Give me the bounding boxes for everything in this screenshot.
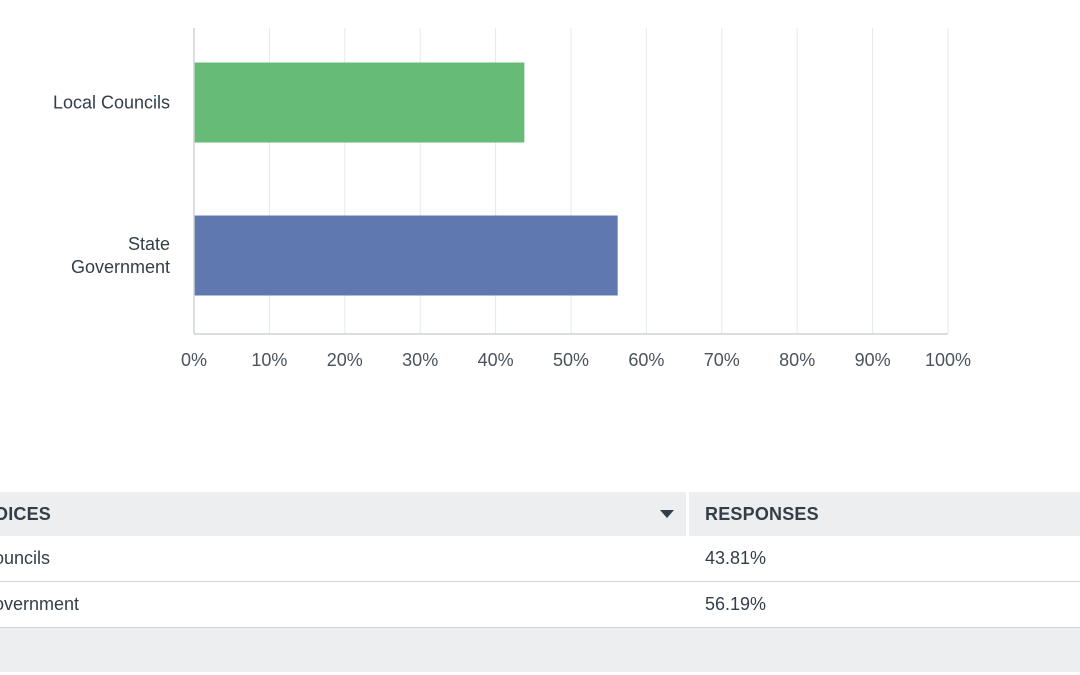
column-divider <box>686 492 689 536</box>
choice-cell: ouncils <box>0 548 51 568</box>
table-row: ouncils 43.81% <box>0 536 1080 582</box>
x-tick-label: 40% <box>478 350 514 370</box>
table-header-row: OICES RESPONSES <box>0 492 1080 536</box>
bar-chart: 0% 10% 20% 30% 40% 50% 60% 70% 80% 90% 100% Local … <box>53 28 971 370</box>
x-tick-label: 0% <box>181 350 207 370</box>
category-label: Government <box>71 257 170 277</box>
category-label: State <box>128 234 170 254</box>
chart-axes <box>193 28 948 335</box>
response-cell: 56.19% <box>705 594 767 614</box>
x-tick-label: 50% <box>553 350 589 370</box>
category-labels: Local Councils State Government <box>53 93 170 278</box>
x-tick-label: 60% <box>628 350 664 370</box>
responses-column-header[interactable]: RESPONSES <box>705 503 819 524</box>
sort-down-icon[interactable] <box>660 510 674 518</box>
category-label: Local Councils <box>53 93 170 113</box>
bar-1[interactable] <box>194 62 525 143</box>
x-tick-label: 90% <box>855 350 891 370</box>
response-cell: 43.81% <box>705 548 767 568</box>
x-tick-label: 30% <box>402 350 438 370</box>
table-footer-row <box>0 628 1080 672</box>
choice-cell: overnment <box>0 594 80 614</box>
x-tick-label: 70% <box>704 350 740 370</box>
chart-bars <box>194 62 618 296</box>
table-row: overnment 56.19% <box>0 582 1080 628</box>
x-tick-label: 10% <box>251 350 287 370</box>
results-table: OICES RESPONSES ouncils 43.81% overnment… <box>0 492 1080 672</box>
x-tick-label: 100% <box>925 350 971 370</box>
x-tick-label: 80% <box>779 350 815 370</box>
bar-2[interactable] <box>194 215 618 296</box>
x-tick-labels: 0% 10% 20% 30% 40% 50% 60% 70% 80% 90% 100% <box>181 350 971 370</box>
choices-column-header[interactable]: OICES <box>0 503 52 524</box>
x-tick-label: 20% <box>327 350 363 370</box>
